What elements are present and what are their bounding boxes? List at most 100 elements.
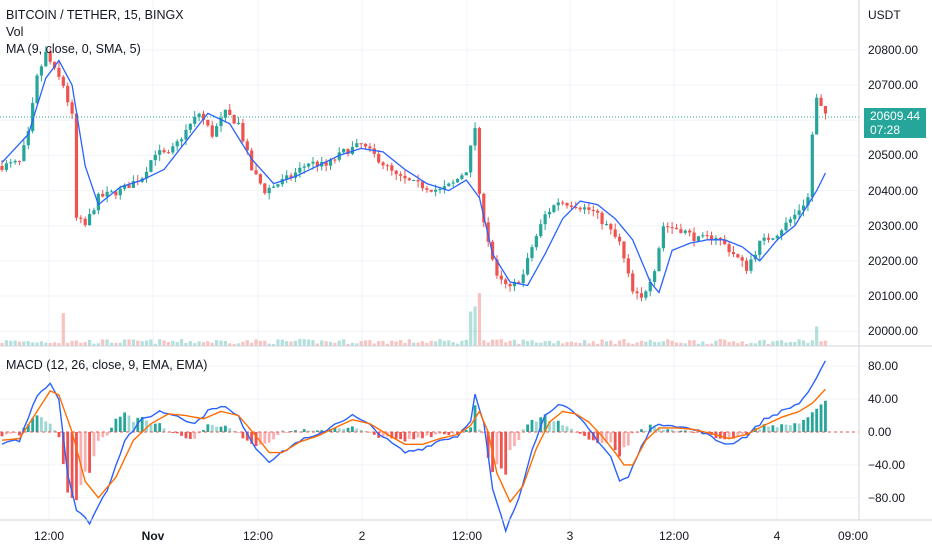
volume-bar: [289, 341, 293, 346]
volume-bar: [355, 343, 359, 346]
volume-bar: [96, 343, 100, 346]
histogram-bar: [276, 432, 280, 435]
volume-bar: [653, 341, 657, 346]
volume-bar: [267, 343, 271, 346]
candle-body: [4, 163, 8, 170]
candle-body: [48, 51, 52, 62]
candle-body: [123, 184, 127, 189]
candle-body: [289, 175, 293, 178]
histogram-bar: [206, 424, 210, 432]
volume-indicator-label[interactable]: Vol: [6, 25, 24, 39]
macd-indicator-label[interactable]: MACD (12, 26, close, 9, EMA, EMA): [6, 358, 208, 372]
histogram-bar: [285, 432, 289, 433]
volume-bar: [639, 340, 644, 346]
candle-body: [66, 85, 70, 103]
volume-bar: [131, 339, 135, 346]
histogram-bar: [75, 432, 78, 501]
time-tick-label: 2: [358, 529, 366, 543]
volume-bar: [714, 340, 718, 346]
histogram-bar: [110, 427, 113, 432]
histogram-bar: [403, 432, 407, 442]
volume-bar: [477, 293, 482, 346]
volume-bar: [740, 341, 744, 346]
candle-body: [398, 174, 403, 176]
candle-body: [762, 237, 766, 241]
candle-body: [232, 115, 236, 124]
candle-body: [771, 238, 775, 240]
histogram-bar: [202, 430, 205, 432]
candle-body: [201, 113, 206, 120]
volume-bar: [631, 343, 635, 346]
volume-bar: [153, 343, 157, 346]
volume-bar: [245, 340, 249, 346]
candle-body: [206, 119, 210, 126]
candle-body: [342, 149, 346, 153]
histogram-bar: [114, 418, 118, 432]
volume-bar: [438, 339, 442, 346]
histogram-bar: [478, 429, 481, 432]
histogram-bar: [364, 431, 367, 432]
candle-body: [819, 97, 823, 106]
volume-bar: [447, 340, 451, 346]
histogram-bar: [622, 432, 626, 448]
candle-body: [74, 113, 79, 218]
histogram-bar: [394, 432, 398, 439]
candle-body: [635, 291, 639, 294]
volume-bar: [363, 340, 368, 346]
histogram-bar: [40, 417, 43, 432]
volume-bar: [504, 342, 508, 346]
histogram-bar: [123, 412, 127, 432]
volume-bar: [412, 342, 416, 346]
volume-bar: [688, 340, 692, 346]
price-tick-label: 20000.00: [868, 324, 919, 339]
histogram-bar: [88, 432, 91, 473]
volume-bar: [219, 340, 223, 346]
candle-body: [44, 51, 48, 67]
histogram-bar: [399, 432, 402, 440]
histogram-bar: [762, 424, 766, 432]
volume-bar: [775, 340, 779, 346]
candle-body: [766, 237, 771, 240]
candle-body: [648, 281, 652, 292]
volume-bar: [762, 339, 766, 346]
ma-indicator-label[interactable]: MA (9, close, 0, SMA, 5): [6, 42, 141, 56]
volume-bar: [193, 343, 197, 346]
histogram-bar: [767, 426, 770, 432]
time-tick-label: 12:00: [658, 529, 690, 543]
candle-body: [184, 129, 188, 140]
candle-body: [823, 105, 828, 114]
volume-bar: [797, 339, 801, 346]
symbol-title[interactable]: BITCOIN / TETHER, 15, BINGX: [6, 8, 184, 22]
volume-bar: [201, 342, 206, 346]
histogram-bar: [219, 426, 223, 432]
volume-bar: [788, 341, 792, 346]
price-tick-label: 20500.00: [868, 148, 919, 163]
histogram-bar: [806, 417, 810, 432]
candle-body: [210, 125, 214, 137]
candle-body: [644, 291, 648, 298]
volume-bar: [118, 342, 122, 346]
candle-body: [359, 143, 363, 145]
volume-bar: [569, 341, 573, 346]
volume-bar: [622, 339, 626, 346]
histogram-bar: [675, 431, 678, 433]
candle-body: [596, 210, 600, 213]
volume-bar: [718, 339, 722, 346]
volume-bar: [258, 340, 263, 346]
candle-body: [153, 154, 157, 161]
ma-line: [1, 59, 826, 294]
volume-bars: [0, 293, 828, 346]
histogram-bar: [0, 432, 4, 437]
candle-body: [521, 274, 525, 284]
candle-body: [455, 178, 460, 183]
candle-body: [57, 67, 61, 77]
histogram-bar: [193, 432, 197, 439]
volume-bar: [31, 342, 35, 346]
histogram-bar: [556, 420, 560, 432]
candle-body: [578, 207, 582, 210]
volume-bar: [582, 340, 587, 346]
volume-bar: [565, 342, 569, 346]
histogram-bar: [320, 430, 324, 432]
candle-body: [228, 109, 232, 116]
